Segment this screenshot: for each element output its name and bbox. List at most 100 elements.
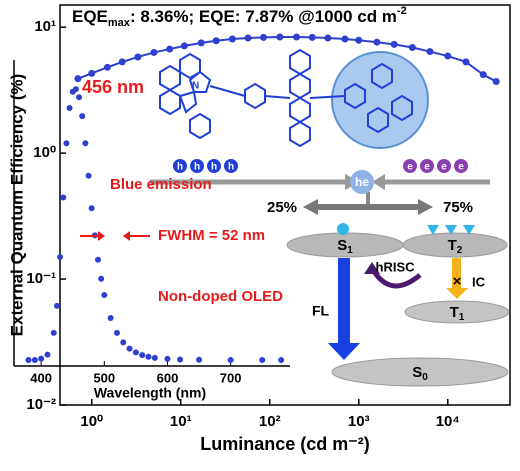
spectrum-point [151,354,158,361]
spectrum-point [44,351,51,358]
eqe-point [103,63,111,71]
y-tick-label: 10¹ [34,18,56,35]
eqe-point [355,36,363,44]
triplet-mark [445,225,457,235]
state-letter: T [448,237,457,254]
eqe-point [444,52,452,60]
annotation-part: : 8.36%; EQE: 7.87% @1000 cd m [130,7,397,26]
electron [437,159,451,173]
eqe-point [244,34,252,42]
annotation-part: EQE [72,7,108,26]
exciton-dot [337,223,349,235]
state-label: S1 [337,237,353,256]
hole [190,159,204,173]
spectrum-point [145,353,152,360]
eqe-point [408,43,416,51]
eqe-point [259,33,267,41]
eqe-point [293,33,301,41]
inset-annotation: 456 nm [82,77,144,97]
inset-x-tick-label: 700 [220,370,242,385]
spectrum-point [50,329,57,336]
eqe-point [390,40,398,48]
electron [454,159,468,173]
y-tick-label: 10⁻² [26,396,56,413]
spectrum-point [85,172,92,179]
spectrum-point [63,140,70,147]
fl-arrow [338,258,350,343]
electron-label: e [424,162,430,173]
spectrum-point [227,357,234,363]
spectrum-point [76,94,83,101]
ic-label: IC [472,274,486,289]
x-tick-label: 10⁴ [436,413,460,430]
inset-annotation: FWHM = 52 nm [158,227,265,244]
spectrum-point [132,349,139,356]
spectrum-point [82,140,89,147]
arrow-head [303,199,318,215]
fwhm-arrow-head [123,231,130,241]
blue-emission: Blue emission [110,176,212,193]
spectrum-point [177,356,184,363]
arrow-head [372,174,385,190]
electron-label: e [441,162,447,173]
spectrum-point [60,194,67,201]
ic-arrow [452,258,461,288]
spectrum-point [98,275,105,282]
electron-label: e [407,162,413,173]
plot-frame [59,4,511,406]
eqe-point [118,58,126,66]
eqe-point [197,39,205,47]
triplet-mark [427,225,439,235]
electron [420,159,434,173]
eqe-line [77,35,497,83]
eqe-point [373,38,381,46]
inset-x-tick-label: 600 [157,370,179,385]
ic-arrow-head [446,288,468,299]
annotation-part: -2 [397,5,407,17]
spectrum-point [25,357,32,363]
spectrum-point [66,105,73,112]
hole-label: h [211,162,217,173]
eqe-point [228,35,236,43]
spectrum-point [57,254,64,261]
spectrum-point [196,356,203,363]
exciton-label: he [355,175,369,189]
y-axis-label: External Quantum Efficiency (%) [7,74,26,337]
spectrum-point [126,345,133,352]
electron [403,159,417,173]
triplet-ratio: 75% [443,199,473,216]
singlet-ratio: 25% [267,199,297,216]
exciton-circle [350,170,374,194]
inset-annotation: Non-doped OLED [158,288,283,305]
eqe-point [492,78,500,86]
y-tick-label: 10⁰ [33,144,56,161]
x-tick-label: 10¹ [170,413,192,430]
inset-x-tick-label: 500 [93,370,115,385]
spectrum-point [101,291,108,298]
eqe-point [180,42,188,50]
fl-label: FL [312,303,330,319]
inset-x-tick-label: 400 [30,370,52,385]
spectrum-point [164,355,171,362]
hole-label: h [194,162,200,173]
eqe-point [426,48,434,56]
spectrum-point [278,357,285,363]
arrow-head [418,199,433,215]
eqe-point [166,45,174,53]
cross: × [453,273,462,290]
level [402,232,508,258]
state-index: 0 [422,372,428,383]
hrisc-label: hRISC [376,259,416,274]
annotation-part: max [108,17,131,29]
state-label: T1 [450,304,465,323]
spectrum-point [53,302,60,309]
x-axis-label: Luminance (cd m⁻²) [200,434,370,454]
spectrum-point [120,339,127,346]
spectrum-point [259,357,266,363]
state-index: 1 [459,312,465,323]
eqe-point [150,48,158,56]
spectrum-point [79,113,86,120]
annotation: EQEmax: 8.36%; EQE: 7.87% @1000 cd m-2 [72,5,407,29]
spectrum-point [31,357,38,363]
x-tick-label: 10⁰ [80,413,103,430]
